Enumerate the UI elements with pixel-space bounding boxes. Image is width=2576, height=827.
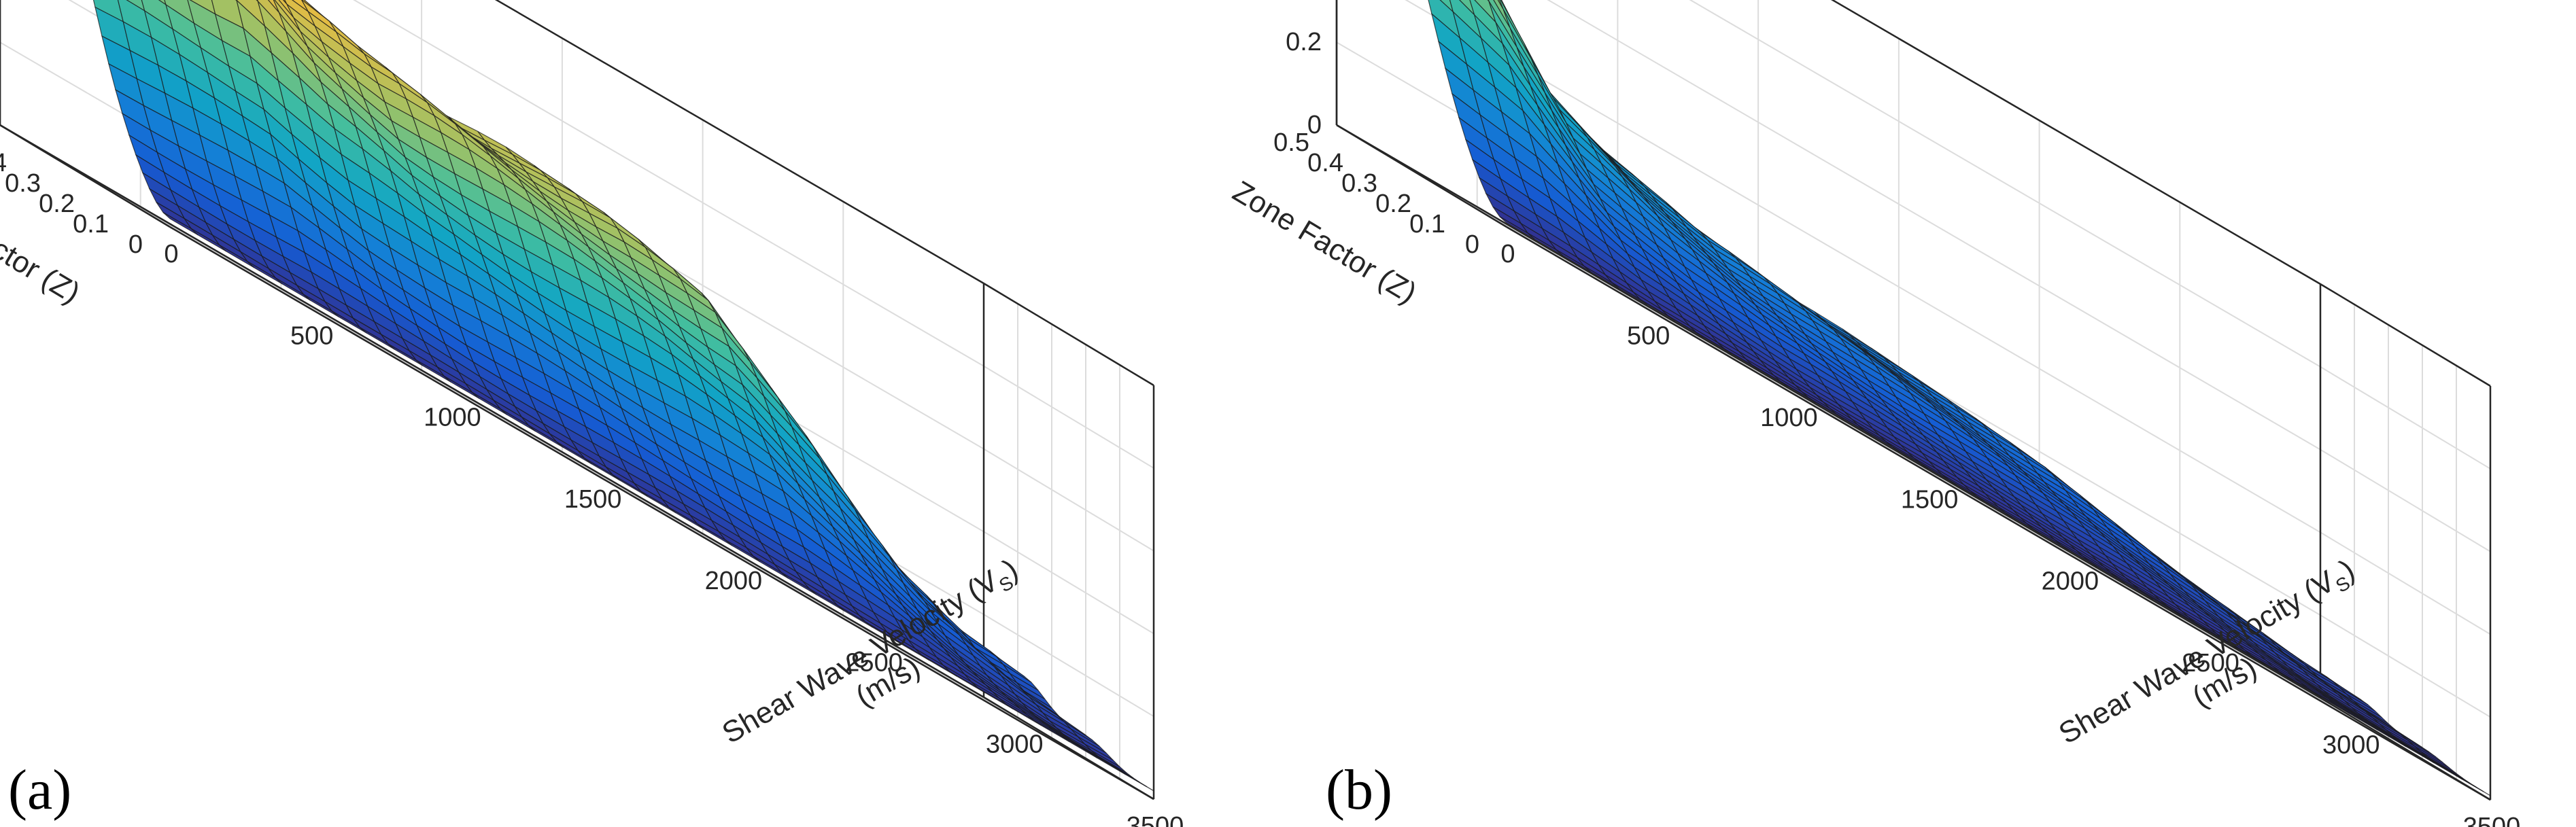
x-tick-label: 1500 [1901,485,1959,514]
axes-box-edge [2320,283,2491,387]
x-tick-label: 3500 [1127,812,1184,827]
axes-box-edge [1831,0,2321,285]
panel-b-chart: 00.20.40.60.8105001000150020002500300035… [1227,0,2520,827]
tick-labels: 00.10.20.30.40.5050010001500200025003000… [0,149,1184,827]
y-tick-label: 0.4 [1307,149,1343,177]
surface [1428,0,2491,796]
y-tick-label: 0.5 [1273,128,1309,157]
x-tick-label: 3000 [986,731,1044,759]
y-tick-label: 0.2 [39,190,75,218]
x-tick-label: 0 [1500,240,1515,268]
y-tick-label: 0 [128,230,143,259]
y-tick-label: 0 [1465,230,1479,259]
front-axes [1335,0,2491,801]
y-tick-label: 0.3 [5,169,41,198]
x-tick-label: 2000 [2042,567,2099,596]
x-tick-label: 2500 [845,648,903,677]
panel-a-chart: 00.10.20.30.40.5050010001500200025003000… [0,0,1184,827]
axis-line [1506,226,2491,801]
axis-line [0,124,171,228]
y-tick-label: 0.1 [1409,210,1445,239]
panel-label: (b) [1326,758,1392,822]
surface-patch [2455,775,2491,796]
x-axis-label-line1: Shear Wave Velocity (VS) [2053,553,2363,754]
y-tick-label: 0.4 [0,149,7,177]
front-axes [0,0,1154,800]
x-gridline [983,283,1154,800]
axes-box-edge [0,124,984,699]
y-tick-label: 0.3 [1341,169,1377,198]
surface-patch [158,0,167,6]
x-tick-label: 3500 [2463,813,2521,827]
surface-patch [1118,769,1154,792]
axes-box-edge [983,282,1154,387]
x-tick-label: 1000 [424,404,481,432]
x-tick-label: 3000 [2322,731,2380,760]
x-tick-label: 1000 [1760,404,1818,432]
panel-label: (a) [8,758,71,822]
y-tick-label: 0.1 [73,210,109,239]
surface [92,0,1154,792]
tick-labels: 00.20.40.60.8105001000150020002500300035… [1273,28,2521,827]
axis-line [1336,124,1507,228]
axes-box-edge [494,0,984,285]
x-tick-label: 0 [164,240,178,268]
axis-line [169,226,1154,800]
x-tick-label: 500 [290,321,333,350]
x-tick-label: 500 [1627,321,1670,350]
x-tick-label: 1500 [564,485,622,514]
z-tick-label: 0 [1307,111,1322,139]
x-tick-label: 2000 [705,567,763,595]
x-gridline [2320,284,2491,800]
y-tick-label: 0.2 [1375,190,1411,218]
x-tick-label: 2500 [2182,649,2239,678]
z-tick-label: 0.2 [1286,28,1322,56]
axes-box-edge [1336,124,2321,699]
